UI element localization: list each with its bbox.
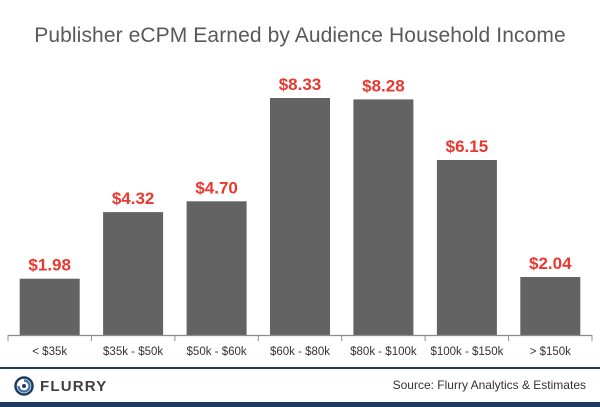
data-label-1: $4.32 [112, 189, 155, 208]
x-tick-label-4: $80k - $100k [350, 346, 417, 358]
data-label-2: $4.70 [195, 178, 238, 197]
chart-title: Publisher eCPM Earned by Audience Househ… [34, 24, 566, 47]
brand-name: FLURRY [40, 377, 108, 395]
x-tick-label-1: $35k - $50k [103, 346, 163, 358]
bar-1 [103, 212, 164, 335]
source-note: Source: Flurry Analytics & Estimates [392, 378, 586, 392]
bar-4 [353, 99, 414, 336]
data-label-6: $2.04 [529, 254, 572, 273]
x-tick-label-0: < $35k [32, 346, 67, 358]
data-label-3: $8.33 [279, 75, 322, 94]
bar-0 [19, 278, 80, 335]
x-tick-label-6: > $150k [530, 346, 571, 358]
flurry-logo-icon [14, 376, 34, 396]
x-tick-label-2: $50k - $60k [187, 346, 247, 358]
data-label-4: $8.28 [362, 76, 405, 95]
flurry-logo: FLURRY [14, 376, 107, 396]
bar-6 [520, 277, 581, 335]
x-tick-label-3: $60k - $80k [270, 346, 330, 358]
bar-5 [436, 160, 497, 335]
footer-bottom-rule [0, 402, 600, 407]
data-label-5: $6.15 [446, 137, 489, 156]
bar-2 [186, 201, 247, 335]
footer-top-rule [0, 367, 600, 369]
data-label-0: $1.98 [28, 256, 71, 275]
x-tick-label-5: $100k - $150k [430, 346, 503, 358]
bar-3 [270, 98, 330, 335]
